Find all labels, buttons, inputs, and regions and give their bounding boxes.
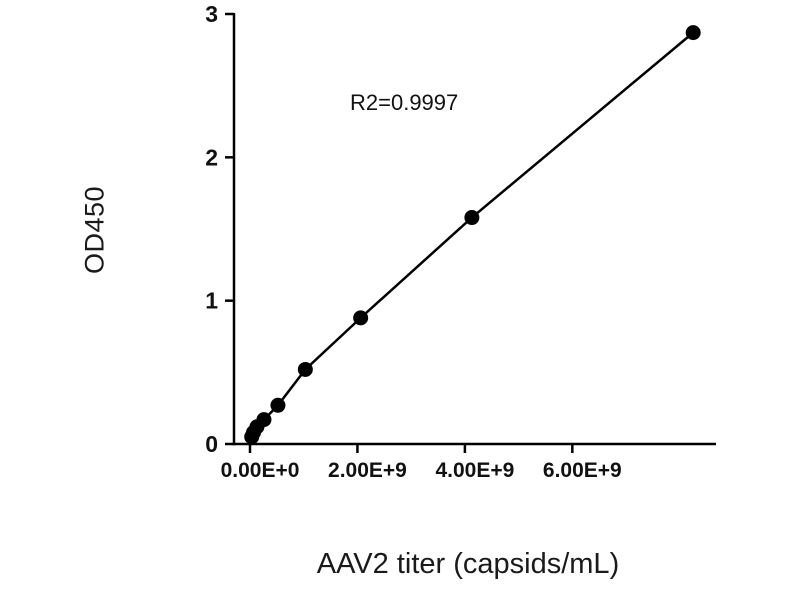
- data-point-marker: [685, 25, 701, 41]
- y-tick-label: 2: [205, 144, 218, 170]
- x-tick-label: 2.00E+9: [328, 459, 407, 482]
- data-point-marker: [464, 210, 480, 226]
- r-squared-annotation: R2=0.9997: [350, 90, 459, 115]
- y-axis-title: OD450: [79, 185, 110, 275]
- y-tick-label: 3: [205, 1, 218, 27]
- x-tick-label: 4.00E+9: [435, 459, 514, 482]
- y-tick-label: 0: [205, 431, 218, 457]
- data-point-marker: [297, 361, 313, 377]
- series-line: [250, 31, 694, 438]
- data-point-marker: [353, 310, 369, 326]
- y-tick-label: 1: [205, 288, 218, 314]
- data-point-marker: [256, 412, 272, 428]
- data-point-marker: [270, 397, 286, 413]
- x-tick-label: 6.00E+9: [543, 459, 622, 482]
- x-axis-title: AAV2 titer (capsids/mL): [316, 548, 620, 580]
- x-tick-label: 0.00E+0: [221, 459, 300, 482]
